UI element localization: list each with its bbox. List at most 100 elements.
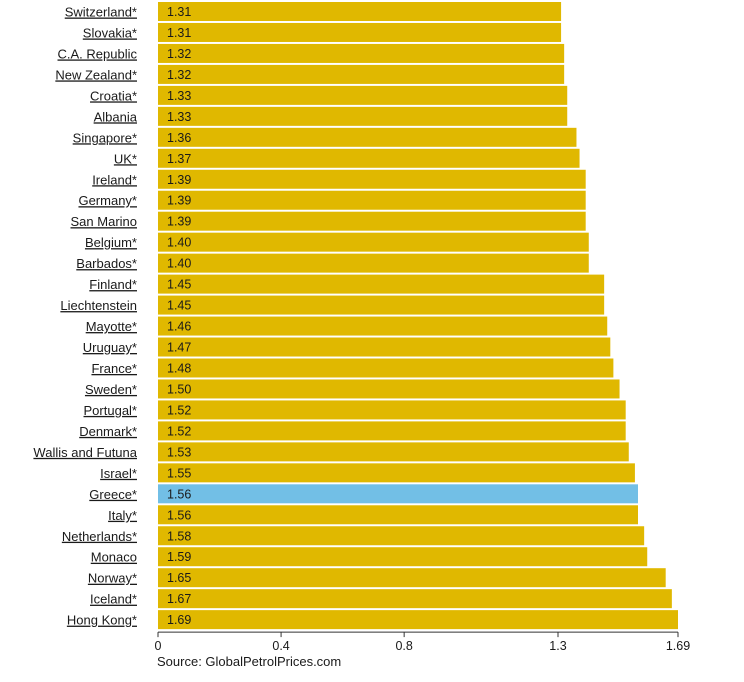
bar-israel (158, 463, 635, 483)
value-label-sweden: 1.50 (167, 382, 191, 396)
category-label-germany[interactable]: Germany* (78, 193, 137, 208)
category-label-israel[interactable]: Israel* (100, 466, 137, 481)
value-label-c-a-republic: 1.32 (167, 47, 191, 61)
category-label-c-a-republic[interactable]: C.A. Republic (58, 46, 138, 61)
bar-france (158, 358, 614, 378)
category-label-croatia[interactable]: Croatia* (90, 88, 137, 103)
value-label-wallis-and-futuna: 1.53 (167, 445, 191, 459)
category-label-albania[interactable]: Albania (94, 109, 138, 124)
value-label-italy: 1.56 (167, 508, 191, 522)
value-label-portugal: 1.52 (167, 403, 191, 417)
bar-greece (158, 484, 638, 504)
category-label-singapore[interactable]: Singapore* (73, 130, 137, 145)
value-label-norway: 1.65 (167, 571, 191, 585)
x-tick-label-1: 0.4 (272, 639, 289, 653)
bar-albania (158, 106, 568, 126)
value-label-germany: 1.39 (167, 194, 191, 208)
category-label-netherlands[interactable]: Netherlands* (62, 529, 137, 544)
category-label-liechtenstein[interactable]: Liechtenstein (60, 298, 137, 313)
source-note: Source: GlobalPetrolPrices.com (157, 654, 341, 669)
value-label-barbados: 1.40 (167, 257, 191, 271)
value-label-greece: 1.56 (167, 487, 191, 501)
value-label-ireland: 1.39 (167, 173, 191, 187)
bar-iceland (158, 589, 672, 609)
category-label-new-zealand[interactable]: New Zealand* (55, 67, 137, 82)
category-label-sweden[interactable]: Sweden* (85, 382, 137, 397)
bars-group (158, 2, 678, 630)
value-label-iceland: 1.67 (167, 592, 191, 606)
bar-mayotte (158, 316, 608, 336)
bar-monaco (158, 547, 648, 567)
category-label-ireland[interactable]: Ireland* (92, 172, 137, 187)
x-tick-label-0: 0 (155, 639, 162, 653)
value-label-belgium: 1.40 (167, 236, 191, 250)
category-label-greece[interactable]: Greece* (89, 487, 137, 502)
bar-portugal (158, 400, 626, 420)
bar-uk (158, 148, 580, 168)
category-label-portugal[interactable]: Portugal* (84, 403, 137, 418)
bar-ireland (158, 169, 586, 189)
bar-switzerland (158, 2, 562, 21)
value-label-liechtenstein: 1.45 (167, 299, 191, 313)
category-label-slovakia[interactable]: Slovakia* (83, 25, 137, 40)
x-tick-label-3: 1.3 (549, 639, 566, 653)
value-label-france: 1.48 (167, 361, 191, 375)
x-axis: 0 0.4 0.8 1.3 1.69 (155, 631, 690, 653)
category-label-iceland[interactable]: Iceland* (90, 592, 137, 607)
bar-germany (158, 190, 586, 210)
bar-liechtenstein (158, 295, 605, 315)
bar-slovakia (158, 22, 562, 42)
value-label-israel: 1.55 (167, 466, 191, 480)
category-label-switzerland[interactable]: Switzerland* (65, 5, 137, 20)
value-labels: 1.31 1.31 1.32 1.32 1.33 1.33 1.36 1.37 1.39 1.39… (167, 5, 191, 627)
bar-norway (158, 568, 666, 588)
category-label-wallis-and-futuna[interactable]: Wallis and Futuna (33, 445, 137, 460)
category-label-san-marino[interactable]: San Marino (71, 214, 137, 229)
bar-c-a-republic (158, 43, 565, 63)
value-label-san-marino: 1.39 (167, 215, 191, 229)
bar-hong-kong (158, 610, 678, 630)
bar-croatia (158, 85, 568, 105)
value-label-uruguay: 1.47 (167, 341, 191, 355)
category-label-france[interactable]: France* (91, 361, 137, 376)
value-label-slovakia: 1.31 (167, 26, 191, 40)
category-label-mayotte[interactable]: Mayotte* (86, 319, 137, 334)
category-labels: Switzerland* Slovakia* C.A. Republic New Ze… (33, 5, 137, 628)
bar-san-marino (158, 211, 586, 231)
bar-denmark (158, 421, 626, 441)
bar-new-zealand (158, 64, 565, 84)
x-tick-label-4: 1.69 (666, 639, 690, 653)
category-label-monaco[interactable]: Monaco (91, 550, 137, 565)
value-label-singapore: 1.36 (167, 131, 191, 145)
category-label-uruguay[interactable]: Uruguay* (83, 340, 137, 355)
bar-finland (158, 274, 605, 294)
bar-italy (158, 505, 638, 525)
value-label-albania: 1.33 (167, 110, 191, 124)
category-label-uk[interactable]: UK* (114, 151, 137, 166)
category-label-norway[interactable]: Norway* (88, 571, 137, 586)
bar-netherlands (158, 526, 645, 546)
value-label-mayotte: 1.46 (167, 320, 191, 334)
category-label-belgium[interactable]: Belgium* (85, 235, 137, 250)
category-label-hong-kong[interactable]: Hong Kong* (67, 613, 137, 628)
value-label-switzerland: 1.31 (167, 5, 191, 19)
bar-sweden (158, 379, 620, 399)
value-label-netherlands: 1.58 (167, 529, 191, 543)
value-label-new-zealand: 1.32 (167, 68, 191, 82)
value-label-finland: 1.45 (167, 278, 191, 292)
bar-uruguay (158, 337, 611, 357)
category-label-denmark[interactable]: Denmark* (79, 424, 137, 439)
bar-barbados (158, 253, 589, 273)
x-tick-label-2: 0.8 (395, 639, 412, 653)
category-label-barbados[interactable]: Barbados* (76, 256, 137, 271)
category-label-italy[interactable]: Italy* (108, 508, 137, 523)
bar-wallis-and-futuna (158, 442, 629, 462)
category-label-finland[interactable]: Finland* (89, 277, 137, 292)
value-label-monaco: 1.59 (167, 550, 191, 564)
bar-belgium (158, 232, 589, 252)
value-label-hong-kong: 1.69 (167, 613, 191, 627)
value-label-croatia: 1.33 (167, 89, 191, 103)
value-label-uk: 1.37 (167, 152, 191, 166)
value-label-denmark: 1.52 (167, 424, 191, 438)
